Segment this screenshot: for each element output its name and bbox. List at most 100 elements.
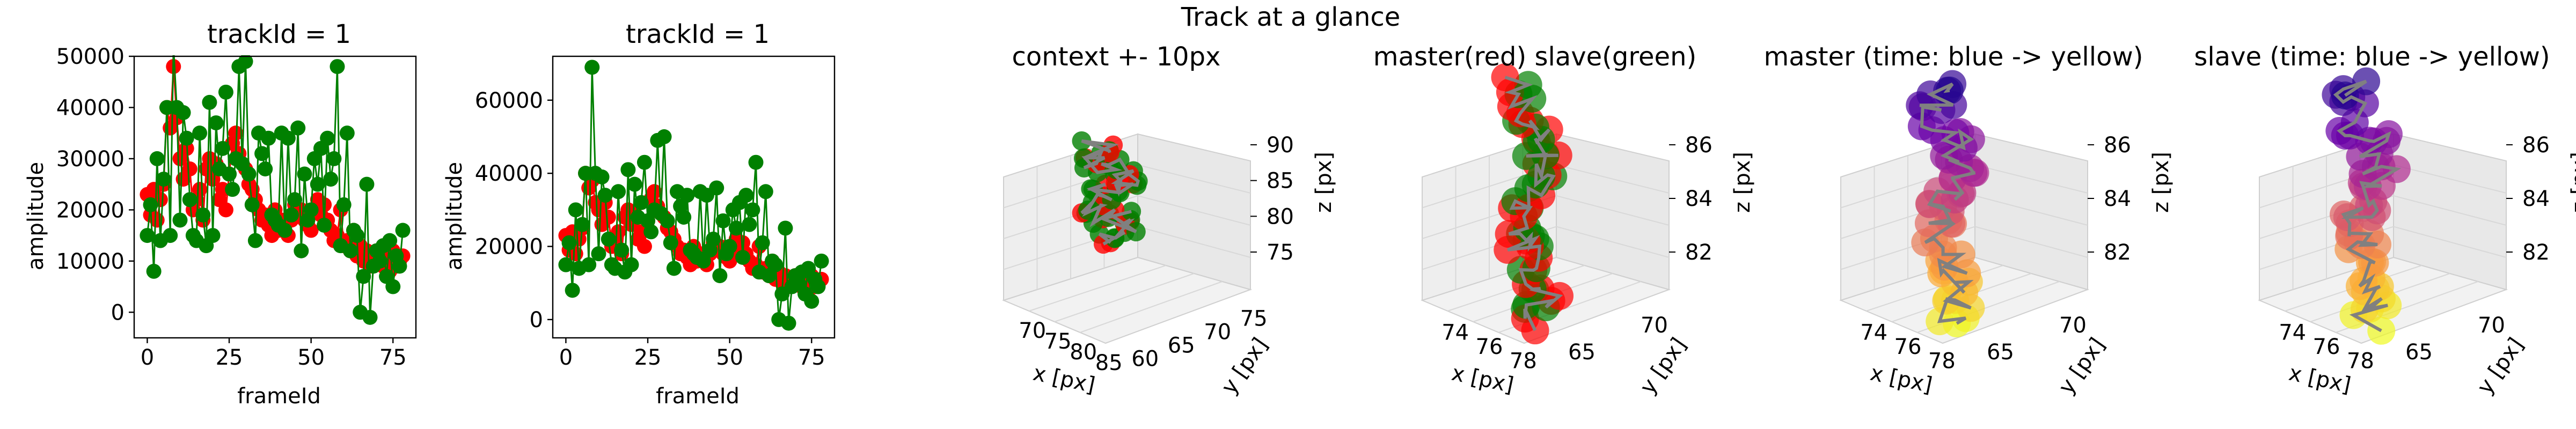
data-point — [633, 195, 649, 210]
data-point — [768, 257, 784, 272]
data-point — [195, 207, 211, 223]
z-tick-label: 84 — [1685, 187, 1713, 211]
data-point — [601, 210, 616, 225]
data-point — [712, 268, 728, 284]
x-tick-label: 80 — [1070, 340, 1097, 365]
data-point — [258, 161, 273, 176]
z-tick-label: 85 — [1267, 169, 1294, 194]
data-point — [594, 169, 610, 184]
data-point — [742, 217, 757, 232]
grid-line — [1840, 226, 2088, 270]
y-tick-label: 65 — [2405, 340, 2433, 365]
data-point — [624, 257, 639, 272]
data-point — [722, 239, 737, 254]
data-point — [679, 188, 695, 203]
data-point — [175, 105, 191, 120]
x-tick-label: 78 — [1510, 349, 1537, 374]
data-point — [656, 129, 672, 144]
data-point — [140, 228, 155, 243]
y-tick-label: 50000 — [56, 45, 125, 69]
margin-mask — [552, 0, 836, 55]
x-tick-label: 25 — [216, 345, 243, 370]
data-point — [182, 192, 197, 208]
y-axis-label: y [px] — [2054, 334, 2110, 399]
grid-line — [1422, 195, 1670, 239]
data-point — [244, 197, 260, 212]
z-tick-label: 82 — [1685, 240, 1713, 265]
series-red — [140, 59, 411, 279]
y-tick-label: 65 — [1168, 334, 1195, 358]
track-path — [1504, 76, 1563, 331]
data-point — [781, 315, 796, 331]
x-tick-label: 75 — [379, 345, 407, 370]
y-tick-label: 10000 — [56, 249, 125, 274]
data-point — [254, 146, 270, 161]
panel-1-title: trackId = 1 — [207, 19, 351, 49]
data-point — [581, 257, 597, 272]
track-path — [1080, 139, 1140, 246]
x-tick-label: 25 — [634, 345, 662, 370]
x-tick-label: 75 — [798, 345, 825, 370]
y-tick-label: 20000 — [56, 198, 125, 223]
y-tick-label: 65 — [1987, 340, 2014, 365]
data-point — [182, 161, 197, 176]
grid-line — [1422, 226, 1670, 270]
data-point — [362, 309, 378, 325]
panel-1-ylabel: amplitude — [24, 162, 48, 270]
data-point — [372, 253, 387, 269]
data-point — [568, 202, 583, 218]
data-point — [636, 154, 652, 170]
data-point — [392, 258, 407, 274]
x-tick-label: 78 — [1928, 349, 1956, 374]
data-point — [709, 180, 724, 196]
data-point — [280, 130, 296, 146]
y-tick-label: 65 — [1568, 340, 1596, 365]
data-point — [778, 220, 793, 236]
data-point — [359, 176, 375, 192]
data-point — [277, 223, 292, 238]
data-point — [320, 130, 335, 146]
data-point — [303, 202, 319, 218]
back-pane-right — [1556, 133, 1670, 291]
slave-time-3d-panel: 82 84 86 z [px] 74 76 78x [px] 65 70y [px] slave … — [2194, 42, 2576, 399]
series-green — [140, 38, 411, 325]
data-point — [228, 125, 244, 141]
data-point — [241, 166, 257, 182]
data-point — [349, 228, 365, 243]
z-tick-label: 80 — [1267, 204, 1294, 229]
data-point — [745, 202, 760, 218]
data-point — [310, 176, 325, 192]
data-point — [643, 224, 659, 240]
data-point — [801, 261, 816, 276]
data-point — [755, 235, 770, 250]
y-tick-label: 0 — [530, 308, 543, 332]
figure-suptitle: Track at a glance — [1181, 2, 1401, 32]
series-green — [558, 60, 829, 331]
data-point — [748, 154, 764, 170]
x-tick-label: 85 — [1095, 351, 1123, 375]
data-point — [156, 172, 171, 187]
z-tick-label: 90 — [1267, 133, 1294, 158]
z-tick-label: 82 — [2104, 240, 2131, 265]
data-point — [290, 120, 306, 136]
data-point — [591, 246, 606, 262]
data-point — [146, 263, 162, 279]
data-point — [356, 269, 371, 284]
data-point — [143, 197, 158, 212]
data-point — [326, 151, 342, 166]
z-tick-label: 86 — [2522, 133, 2550, 158]
data-point — [323, 172, 339, 187]
data-point — [574, 217, 590, 232]
y-tick-label: 60 — [1131, 347, 1159, 372]
y-tick-label: 70 — [1204, 320, 1231, 345]
panel-6-title: slave (time: blue -> yellow) — [2194, 42, 2550, 72]
data-point — [636, 239, 652, 254]
back-pane-right — [2393, 133, 2507, 291]
x-tick-label: 0 — [559, 345, 573, 370]
x-tick-label: 76 — [1476, 335, 1503, 359]
data-point — [297, 166, 312, 182]
data-point — [647, 184, 662, 199]
panel-5-title: master (time: blue -> yellow) — [1764, 42, 2143, 72]
data-point — [215, 140, 230, 156]
